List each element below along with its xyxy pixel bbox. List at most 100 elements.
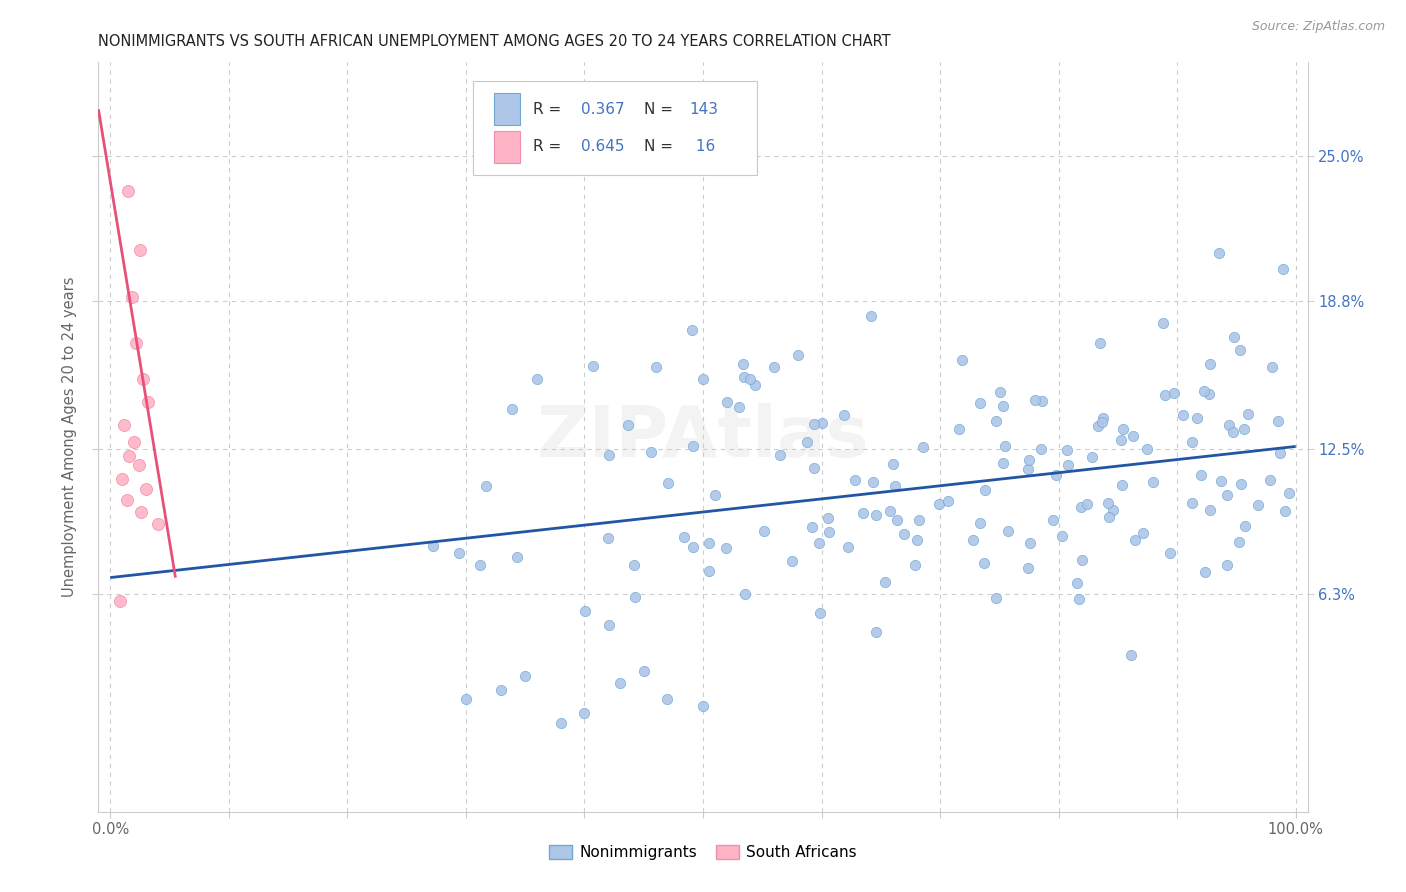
- Point: [810, 416, 832, 430]
- Point: [969, 516, 991, 530]
- Point: [1071, 553, 1094, 567]
- Point: [672, 530, 695, 544]
- Point: [1247, 498, 1270, 512]
- Point: [865, 508, 887, 522]
- Text: ZIPAtlas: ZIPAtlas: [537, 402, 869, 472]
- Text: NONIMMIGRANTS VS SOUTH AFRICAN UNEMPLOYMENT AMONG AGES 20 TO 24 YEARS CORRELATIO: NONIMMIGRANTS VS SOUTH AFRICAN UNEMPLOYM…: [98, 34, 891, 49]
- Point: [682, 540, 704, 554]
- Point: [633, 664, 655, 679]
- Point: [882, 457, 904, 471]
- Point: [1136, 442, 1159, 456]
- Point: [692, 699, 714, 714]
- Point: [844, 473, 866, 487]
- Point: [132, 371, 155, 385]
- Point: [1097, 496, 1119, 510]
- Point: [550, 715, 572, 730]
- Point: [1070, 500, 1092, 514]
- Bar: [494, 131, 520, 162]
- Point: [598, 531, 620, 545]
- Point: [1211, 474, 1233, 488]
- Point: [1080, 450, 1102, 464]
- Y-axis label: Unemployment Among Ages 20 to 24 years: Unemployment Among Ages 20 to 24 years: [62, 277, 77, 598]
- Point: [973, 556, 995, 570]
- Point: [1233, 422, 1256, 436]
- Point: [879, 504, 901, 518]
- Point: [128, 458, 150, 473]
- Point: [129, 243, 152, 257]
- Point: [886, 513, 908, 527]
- Point: [988, 384, 1011, 399]
- Point: [598, 448, 620, 462]
- Point: [681, 323, 703, 337]
- Point: [111, 472, 134, 486]
- Point: [733, 370, 755, 384]
- Point: [952, 353, 974, 368]
- Point: [974, 483, 997, 497]
- Point: [1111, 478, 1133, 492]
- Point: [1076, 497, 1098, 511]
- Point: [1230, 477, 1253, 491]
- Point: [582, 359, 605, 373]
- Point: [1052, 529, 1074, 543]
- Point: [1119, 648, 1142, 663]
- Point: [136, 395, 159, 409]
- Point: [1087, 419, 1109, 434]
- Point: [122, 434, 145, 449]
- Point: [640, 445, 662, 459]
- Point: [1277, 486, 1299, 500]
- Point: [727, 400, 749, 414]
- Point: [734, 587, 756, 601]
- Point: [908, 513, 931, 527]
- Point: [598, 618, 620, 632]
- Point: [1018, 536, 1040, 550]
- Point: [1185, 411, 1208, 425]
- Point: [948, 422, 970, 436]
- Point: [1218, 417, 1240, 432]
- Point: [1223, 330, 1246, 344]
- Point: [984, 591, 1007, 606]
- Point: [1123, 533, 1146, 547]
- Point: [1208, 246, 1230, 260]
- Point: [803, 461, 825, 475]
- Point: [1268, 446, 1291, 460]
- Point: [928, 497, 950, 511]
- Point: [1122, 428, 1144, 442]
- Point: [754, 524, 776, 539]
- Text: Source: ZipAtlas.com: Source: ZipAtlas.com: [1251, 20, 1385, 33]
- Point: [1102, 502, 1125, 516]
- Point: [1274, 504, 1296, 518]
- Text: N =: N =: [644, 139, 678, 154]
- Point: [837, 541, 859, 555]
- Point: [782, 553, 804, 567]
- Point: [1181, 434, 1204, 449]
- Point: [1056, 442, 1078, 457]
- Point: [1198, 357, 1220, 371]
- Point: [1098, 509, 1121, 524]
- Point: [744, 378, 766, 392]
- Point: [1258, 473, 1281, 487]
- Point: [1171, 408, 1194, 422]
- Point: [962, 533, 984, 548]
- Text: N =: N =: [644, 102, 678, 117]
- Point: [121, 289, 143, 303]
- Point: [692, 371, 714, 385]
- Point: [763, 359, 786, 374]
- Point: [769, 448, 792, 462]
- Point: [1045, 468, 1067, 483]
- Point: [1216, 488, 1239, 502]
- Point: [146, 516, 169, 531]
- Point: [623, 558, 645, 572]
- Point: [501, 402, 523, 417]
- Point: [1222, 425, 1244, 439]
- Point: [1194, 565, 1216, 579]
- Point: [1018, 452, 1040, 467]
- Point: [994, 440, 1017, 454]
- Point: [1069, 592, 1091, 607]
- Point: [731, 357, 754, 371]
- Text: 0.645: 0.645: [581, 139, 624, 154]
- Point: [129, 505, 152, 519]
- Point: [108, 594, 131, 608]
- Point: [1271, 261, 1294, 276]
- Point: [135, 482, 157, 496]
- Text: R =: R =: [533, 102, 565, 117]
